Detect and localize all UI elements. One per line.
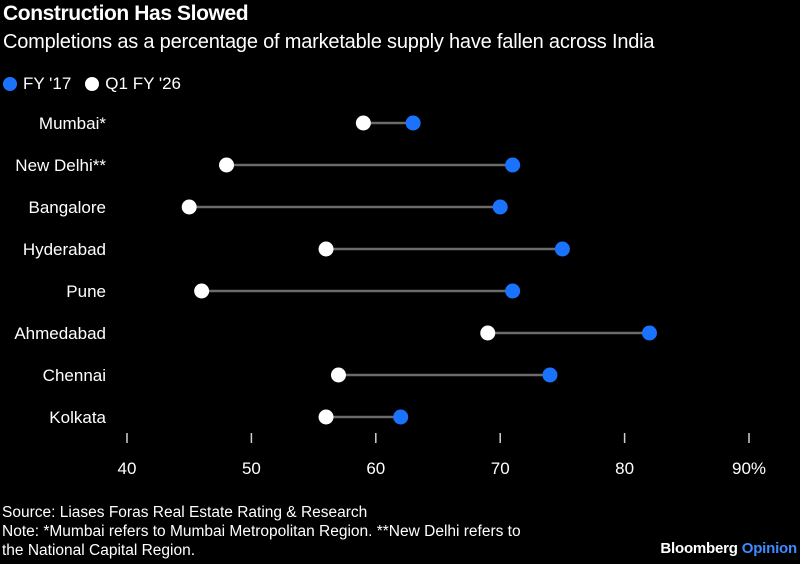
legend-dot-fy17-icon <box>3 77 17 91</box>
x-tick-label: 80 <box>615 459 634 478</box>
x-tick-label: 50 <box>242 459 261 478</box>
x-tick-label: 90% <box>732 459 766 478</box>
brand-name: Bloomberg <box>660 540 738 557</box>
point-q1fy26 <box>318 409 334 425</box>
point-q1fy26 <box>355 115 371 131</box>
point-q1fy26 <box>318 241 334 257</box>
category-label: Chennai <box>43 366 106 385</box>
x-tick-label: 40 <box>118 459 137 478</box>
point-fy17 <box>554 241 570 257</box>
point-fy17 <box>492 199 508 215</box>
point-fy17 <box>505 157 521 173</box>
legend-dot-q1fy26-icon <box>85 77 100 91</box>
point-fy17 <box>641 325 657 341</box>
point-fy17 <box>393 409 409 425</box>
legend-item-fy17: FY '17 <box>3 74 71 94</box>
legend-label-q1fy26: Q1 FY '26 <box>105 74 181 93</box>
footer: Source: Liases Foras Real Estate Rating … <box>2 503 521 560</box>
chart-title: Construction Has Slowed <box>3 2 249 25</box>
category-label: Bangalore <box>28 198 106 217</box>
point-fy17 <box>505 283 521 299</box>
point-fy17 <box>542 367 558 383</box>
category-label: Mumbai* <box>39 114 106 133</box>
brand-logo: Bloomberg Opinion <box>660 540 797 557</box>
category-label: Ahmedabad <box>14 324 106 343</box>
point-q1fy26 <box>480 325 496 341</box>
note-text-line1: Note: *Mumbai refers to Mumbai Metropoli… <box>2 523 521 540</box>
point-fy17 <box>405 115 421 131</box>
chart-subtitle: Completions as a percentage of marketabl… <box>3 31 655 53</box>
note-text-line2: the National Capital Region. <box>2 542 196 559</box>
dumbbell-chart: Mumbai* New Delhi** Bangalore Hyderabad Pune… <box>14 114 766 478</box>
legend-label-fy17: FY '17 <box>23 74 72 93</box>
x-tick-label: 70 <box>491 459 510 478</box>
brand-section: Opinion <box>741 540 797 557</box>
x-tick-label: 60 <box>366 459 385 478</box>
source-text: Source: Liases Foras Real Estate Rating … <box>2 504 368 521</box>
point-q1fy26 <box>194 283 210 299</box>
point-q1fy26 <box>219 157 235 173</box>
category-label: New Delhi** <box>15 156 106 175</box>
legend-item-q1fy26: Q1 FY '26 <box>85 74 181 94</box>
category-label: Pune <box>66 282 106 301</box>
point-q1fy26 <box>181 199 197 215</box>
legend: FY '17 Q1 FY '26 <box>3 74 195 94</box>
category-label: Kolkata <box>49 408 106 427</box>
category-label: Hyderabad <box>23 240 106 259</box>
point-q1fy26 <box>330 367 346 383</box>
